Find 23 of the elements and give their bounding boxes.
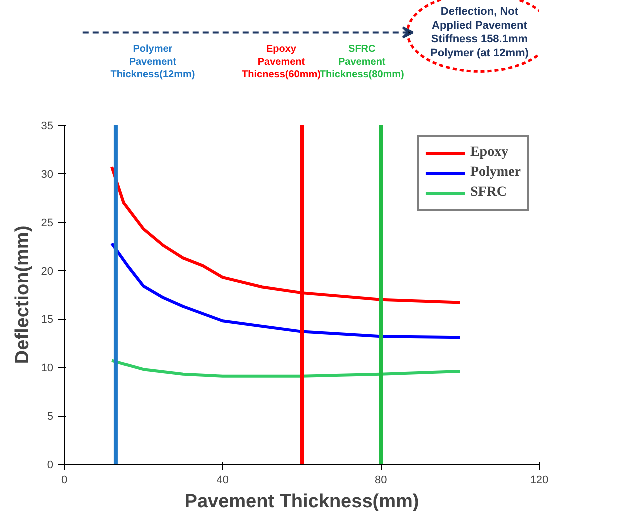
x-axis-title: Pavement Thickness(mm) xyxy=(184,492,420,512)
y-tick-label: 0 xyxy=(47,460,54,472)
line-series xyxy=(110,242,462,340)
x-tick-label: 120 xyxy=(530,474,549,486)
y-tick-label: 5 xyxy=(47,411,54,424)
y-tick-label: 20 xyxy=(41,266,54,278)
y-axis-title: Deflection(mm) xyxy=(12,226,34,364)
legend-label: SFRC xyxy=(470,185,508,201)
y-tick-label: 25 xyxy=(41,217,54,230)
ref-line-label: Epoxy Pavement Thicness(60mm) xyxy=(242,44,321,80)
legend-label: Polymer xyxy=(470,165,521,181)
y-tick-label: 35 xyxy=(41,120,54,132)
y-tick-label: 30 xyxy=(41,168,54,181)
x-tick-label: 40 xyxy=(216,474,229,486)
ref-line-label: Polymer Pavement Thickness(12mm) xyxy=(110,44,196,80)
x-tick-label: 80 xyxy=(375,474,388,486)
legend-label: Epoxy xyxy=(470,145,509,161)
x-tick-label: 0 xyxy=(61,474,68,486)
line-series xyxy=(110,359,462,378)
ref-line-label: SFRC Pavement Thickness(80mm) xyxy=(320,44,404,80)
y-tick-label: 15 xyxy=(41,314,54,326)
y-tick-label: 10 xyxy=(41,362,54,375)
text: Deflection, Not Applied Pavement Stiffness 158.1mm Polymer (at 12mm) xyxy=(430,6,530,60)
